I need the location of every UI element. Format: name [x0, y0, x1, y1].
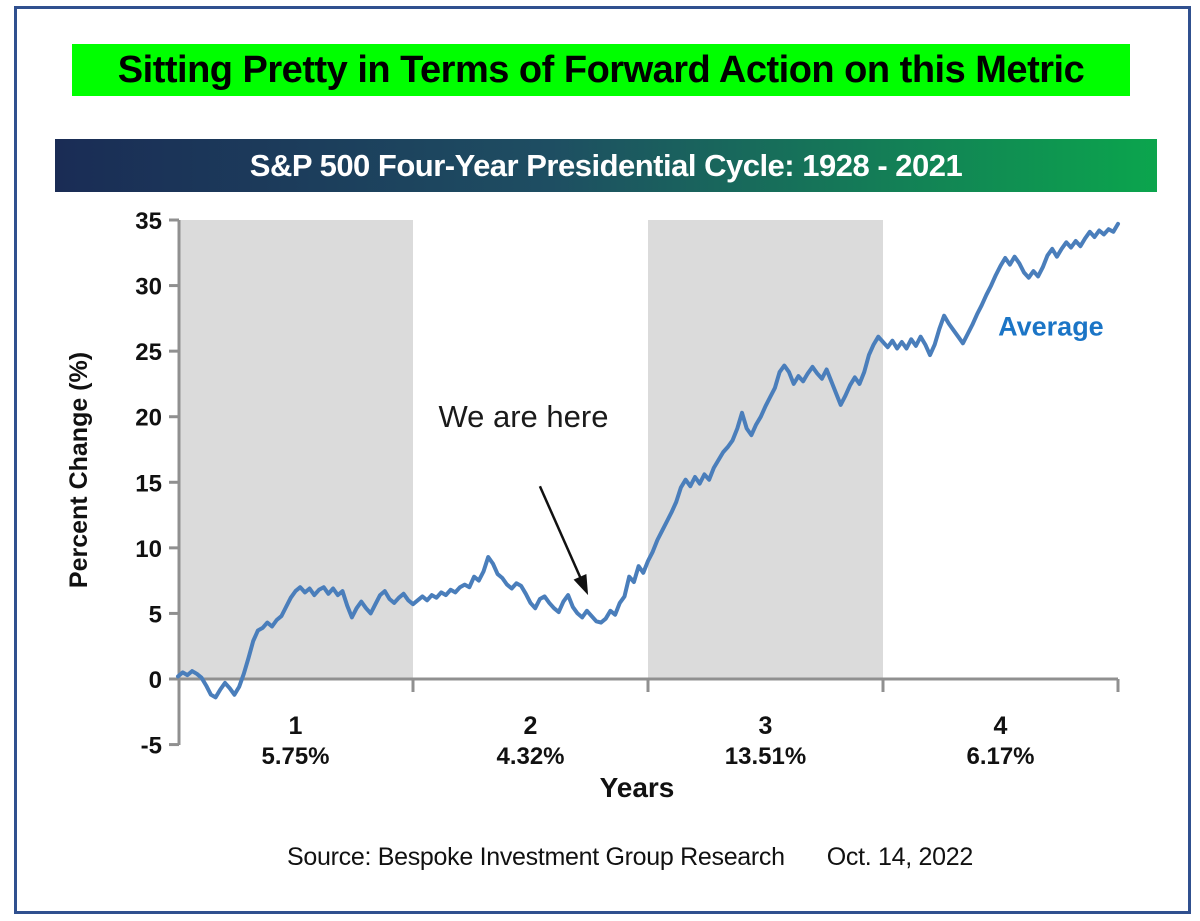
x-category-average: 5.75% [261, 743, 329, 770]
shaded-band-year-1 [178, 220, 413, 679]
x-category-label: 4 [994, 712, 1008, 740]
y-axis-title: Percent Change (%) [65, 351, 93, 589]
x-axis-title: Years [600, 772, 675, 803]
chart-title-banner: S&P 500 Four-Year Presidential Cycle: 19… [55, 139, 1157, 192]
x-category-label: 3 [759, 712, 773, 740]
x-category-label: 1 [289, 712, 303, 740]
x-category-average: 4.32% [496, 743, 564, 770]
y-tick-label: 20 [135, 405, 162, 432]
x-category-label: 2 [524, 712, 538, 740]
source-date: Oct. 14, 2022 [826, 843, 974, 871]
annotation-we-are-here: We are here [438, 399, 608, 434]
annotation-arrowhead [573, 573, 589, 596]
x-category-average: 13.51% [725, 743, 806, 770]
annotation-arrow [538, 485, 584, 583]
y-tick-label: -5 [141, 733, 162, 760]
y-tick-label: 30 [135, 274, 162, 301]
source-text: Source: Bespoke Investment Group Researc… [287, 843, 785, 871]
shaded-band-year-3 [648, 220, 883, 679]
x-category-average: 6.17% [966, 743, 1034, 770]
y-tick-label: 35 [135, 208, 162, 235]
y-tick-label: 5 [149, 601, 162, 628]
chart-title: S&P 500 Four-Year Presidential Cycle: 19… [249, 147, 963, 183]
average-line [176, 221, 1120, 700]
y-tick-label: 25 [135, 339, 162, 366]
source-line: Source: Bespoke Investment Group Researc… [180, 843, 1080, 883]
series-label-average: Average [998, 311, 1104, 341]
y-tick-label: 10 [135, 536, 162, 563]
y-tick-label: 15 [135, 470, 162, 497]
headline-highlight: Sitting Pretty in Terms of Forward Actio… [72, 44, 1130, 96]
page-title: Sitting Pretty in Terms of Forward Actio… [117, 48, 1085, 91]
y-tick-label: 0 [149, 667, 162, 694]
